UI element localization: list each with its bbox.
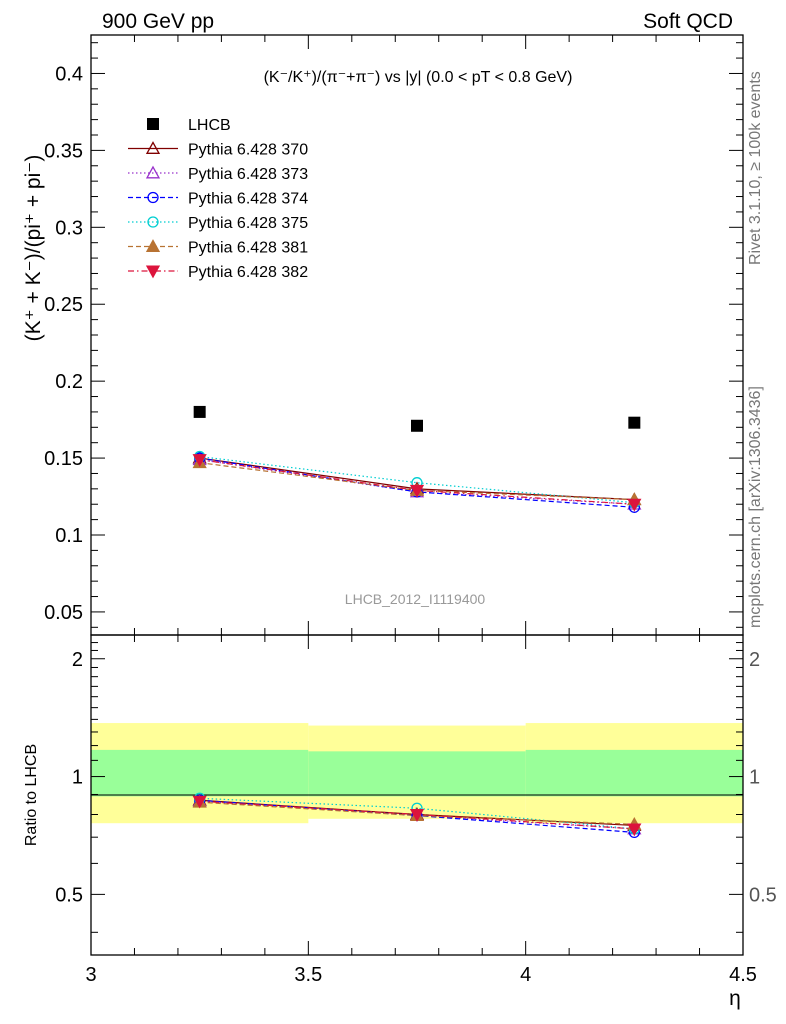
- x-axis-label: η: [729, 987, 741, 1010]
- header-left: 900 GeV pp: [102, 10, 214, 33]
- ratio-data-point: [627, 823, 642, 837]
- data-point: [409, 484, 425, 498]
- legend-marker: [145, 141, 161, 154]
- x-tick-label: 3: [85, 964, 96, 986]
- legend-marker: [147, 191, 159, 204]
- ratio-band-inner: [308, 751, 526, 797]
- x-tick-label: 4: [520, 964, 531, 986]
- legend-marker: [147, 118, 159, 130]
- data-point: [192, 454, 207, 467]
- ratio-y-tick-label: 2: [72, 649, 83, 671]
- x-tick-label: 4.5: [729, 964, 757, 986]
- ratio-band-inner: [525, 749, 743, 797]
- data-point: [411, 419, 423, 432]
- legend-marker: [145, 265, 161, 279]
- ratio-ticks: 0.5 0.5 1 1 2 2 3 3.5 4 4.5: [55, 635, 777, 986]
- ratio-y-tick-label-right: 2: [749, 649, 760, 671]
- ratio-data-point: [192, 795, 207, 809]
- ratio-panel: 0.5 0.5 1 1 2 2 3 3.5 4 4.5 Ratio to LHCB η: [23, 634, 777, 1010]
- header-right: Soft QCD: [643, 10, 733, 33]
- data-point: [193, 405, 206, 418]
- legend-label: Pythia 6.428 381: [188, 240, 308, 257]
- ratio-ylabel: Ratio to LHCB: [23, 744, 40, 846]
- legend-label: Pythia 6.428 382: [188, 264, 308, 281]
- main-ylabel: (K⁺ + K⁻)/(pi⁺ + pi⁻): [22, 155, 45, 342]
- legend-marker: [145, 239, 161, 252]
- x-tick-label: 3.5: [294, 964, 322, 986]
- legend-label: Pythia 6.428 370: [188, 142, 308, 159]
- ratio-y-tick-label: 1: [72, 767, 83, 789]
- main-y-tick-label: 0.1: [55, 525, 83, 547]
- mcplots-label: mcplots.cern.ch [arXiv:1306.3436]: [747, 386, 764, 628]
- legend-label: Pythia 6.428 374: [188, 191, 308, 208]
- ratio-frame: [90, 634, 744, 956]
- main-y-tick-label: 0.4: [55, 63, 83, 85]
- ratio-y-tick-label-right: 0.5: [749, 884, 777, 906]
- ratio-series-line: [199, 797, 635, 830]
- legend-label: Pythia 6.428 375: [188, 215, 308, 232]
- legend-label: LHCB: [188, 117, 231, 134]
- rivet-label: Rivet 3.1.10, ≥ 100k events: [747, 71, 764, 265]
- data-point: [628, 416, 641, 429]
- main-y-tick-label: 0.35: [44, 140, 83, 162]
- main-panel: 0.05 0.1 0.15 0.2 0.25 0.3 0.35 0.4 (K⁻/K⁺)/(π⁻…: [22, 34, 744, 636]
- main-y-tick-label: 0.2: [55, 371, 83, 393]
- main-y-tick-label: 0.3: [55, 217, 83, 239]
- main-y-tick-label: 0.25: [44, 294, 83, 316]
- ratio-band-inner: [91, 749, 309, 797]
- main-y-tick-label: 0.15: [44, 448, 83, 470]
- main-y-tick-label: 0.05: [44, 602, 83, 624]
- data-point: [627, 498, 642, 512]
- legend-label: Pythia 6.428 373: [188, 166, 308, 183]
- legend-marker: [147, 216, 159, 228]
- ratio-data-point: [409, 809, 425, 822]
- ratio-y-tick-label: 0.5: [55, 884, 83, 906]
- main-series: [192, 405, 642, 513]
- legend: LHCB Pythia 6.428 370 Pythia 6.428 373 Pyth…: [128, 117, 308, 281]
- analysis-label: LHCB_2012_I1119400: [345, 591, 486, 607]
- main-title: (K⁻/K⁺)/(π⁻+π⁻) vs |y| (0.0 < pT < 0.8 G…: [264, 69, 573, 86]
- ratio-y-tick-label-right: 1: [749, 767, 760, 789]
- legend-marker: [145, 165, 161, 179]
- ratio-series: [192, 792, 642, 839]
